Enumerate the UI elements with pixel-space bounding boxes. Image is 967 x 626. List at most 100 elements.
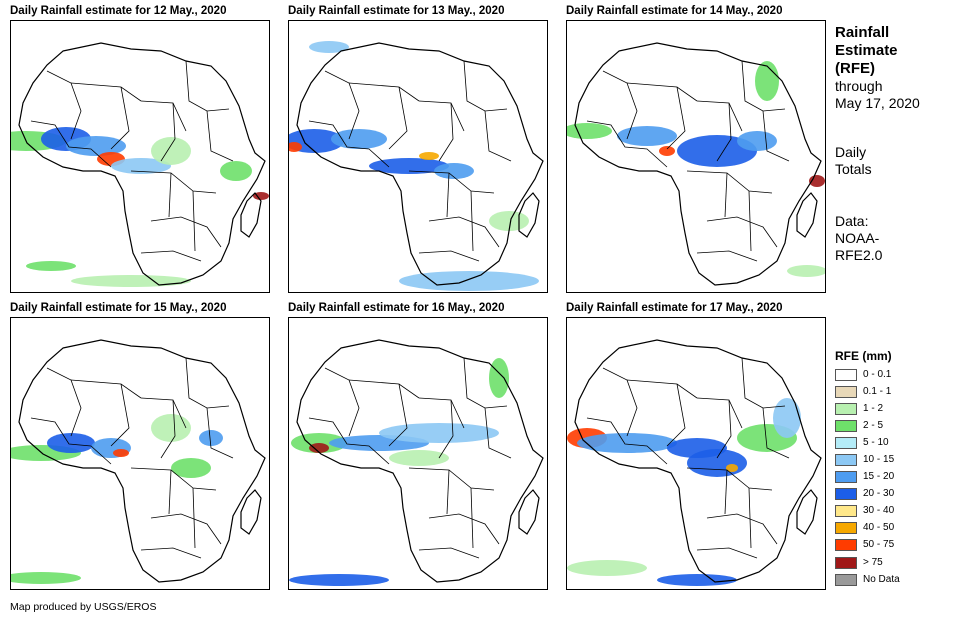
- africa-map-svg: [289, 41, 544, 291]
- country-border: [724, 172, 728, 218]
- country-border: [140, 547, 202, 559]
- country-border: [388, 86, 408, 150]
- country-border: [696, 397, 743, 429]
- legend-item: 30 - 40: [835, 503, 965, 520]
- rainfall-area: [577, 433, 677, 453]
- legend-item: 10 - 15: [835, 451, 965, 468]
- country-border: [110, 383, 130, 447]
- rainfall-area: [26, 261, 76, 271]
- legend-label: 15 - 20: [863, 471, 895, 483]
- africa-map-svg: [11, 339, 266, 584]
- rainfall-map: [566, 317, 826, 590]
- country-border: [348, 379, 420, 399]
- totals-line: Daily: [835, 144, 867, 160]
- map-description: Rainfall Estimate (RFE) through May 17, …: [835, 24, 965, 264]
- panel-title: Daily Rainfall estimate for 12 May., 202…: [10, 5, 227, 17]
- rainfall-area: [773, 398, 801, 438]
- rainfall-area: [737, 131, 777, 151]
- rainfall-area: [434, 163, 474, 179]
- country-border: [438, 102, 454, 162]
- legend-label: 1 - 2: [863, 402, 884, 414]
- rainfall-area: [755, 61, 779, 101]
- country-border: [666, 86, 686, 150]
- country-border: [324, 367, 360, 437]
- legend-swatch: [835, 471, 857, 484]
- country-border: [348, 82, 420, 102]
- legend-label: 10 - 15: [863, 454, 895, 466]
- legend-swatch: [835, 454, 857, 467]
- country-border: [192, 487, 196, 549]
- country-border: [418, 250, 480, 262]
- country-border: [388, 383, 408, 447]
- country-border: [748, 487, 752, 549]
- africa-coastline: [574, 339, 822, 583]
- legend-item: 40 - 50: [835, 520, 965, 537]
- country-border: [408, 467, 495, 491]
- panel-title: Daily Rainfall estimate for 17 May., 202…: [566, 302, 783, 314]
- rainfall-area: [567, 560, 647, 576]
- rainfall-map: [10, 20, 270, 293]
- legend-item: > 75: [835, 554, 965, 571]
- country-border: [130, 170, 217, 194]
- country-border: [586, 417, 668, 465]
- legend-item: 1 - 2: [835, 400, 965, 417]
- legend-label: 2 - 5: [863, 419, 884, 431]
- country-border: [70, 82, 142, 102]
- legend-item: 2 - 5: [835, 417, 965, 434]
- country-border: [470, 190, 474, 252]
- through-line: through: [835, 78, 883, 94]
- africa-coastline: [18, 339, 266, 583]
- rainfall-map: [288, 20, 548, 293]
- panel-title: Daily Rainfall estimate for 15 May., 202…: [10, 302, 227, 314]
- country-border: [308, 120, 390, 168]
- country-border: [408, 170, 495, 194]
- rainfall-area: [289, 129, 344, 153]
- country-border: [438, 399, 454, 459]
- legend-swatch: [835, 385, 857, 398]
- rainfall-area: [677, 135, 757, 167]
- country-border: [418, 100, 465, 132]
- legend-label: 5 - 10: [863, 436, 889, 448]
- africa-map-svg: [567, 339, 822, 586]
- country-border: [185, 60, 230, 112]
- rainfall-area: [567, 123, 612, 139]
- rainfall-area: [657, 574, 737, 586]
- country-border: [140, 100, 187, 132]
- country-border: [724, 469, 728, 515]
- through-date: through May 17, 2020: [835, 78, 965, 112]
- country-border: [308, 417, 390, 465]
- africa-map-svg: [289, 339, 544, 586]
- rfe-legend: RFE (mm) 0 - 0.1 0.1 - 1 1 - 2 2 - 5 5 - 10 1…: [835, 348, 965, 588]
- rainfall-area: [399, 271, 539, 291]
- country-border: [748, 190, 752, 252]
- country-border: [602, 70, 638, 140]
- title-line: (RFE): [835, 60, 875, 77]
- country-border: [484, 407, 512, 459]
- legend-swatch: [835, 488, 857, 501]
- legend-item: 50 - 75: [835, 537, 965, 554]
- country-border: [716, 399, 732, 459]
- country-border: [185, 357, 230, 409]
- rainfall-area: [111, 158, 171, 174]
- country-border: [206, 110, 234, 162]
- legend-swatch: [835, 522, 857, 535]
- country-border: [130, 467, 217, 491]
- rainfall-area: [220, 161, 252, 181]
- legend-items: 0 - 0.1 0.1 - 1 1 - 2 2 - 5 5 - 10 10 - 15 15 …: [835, 366, 965, 588]
- rainfall-area: [289, 574, 389, 586]
- rainfall-area: [787, 265, 825, 277]
- panel-title: Daily Rainfall estimate for 14 May., 202…: [566, 5, 783, 17]
- rainfall-area: [113, 449, 129, 457]
- legend-label: 20 - 30: [863, 488, 895, 500]
- legend-swatch: [835, 539, 857, 552]
- legend-swatch: [835, 505, 857, 518]
- country-border: [716, 102, 732, 162]
- africa-map-svg: [11, 42, 269, 287]
- country-border: [160, 102, 176, 162]
- legend-swatch: [835, 419, 857, 432]
- country-border: [741, 357, 786, 409]
- country-border: [46, 70, 82, 140]
- country-border: [470, 487, 474, 549]
- rainfall-area: [379, 423, 499, 443]
- country-border: [741, 60, 786, 112]
